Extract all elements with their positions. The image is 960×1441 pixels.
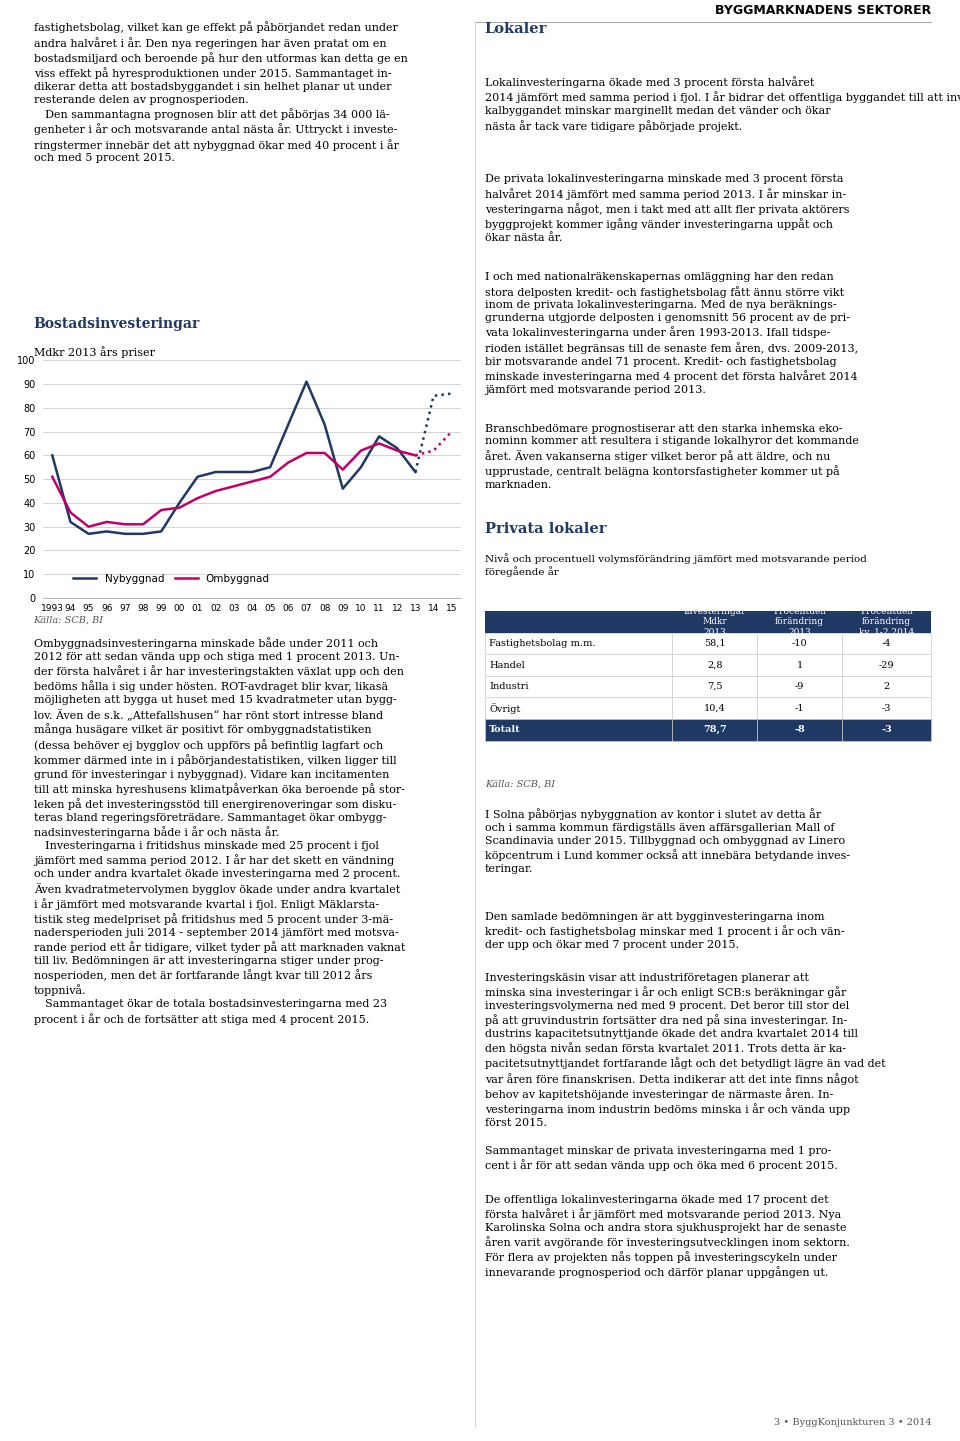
Text: Mdkr 2013 års priser: Mdkr 2013 års priser [34,346,155,357]
Text: Ombyggnadsinvesteringarna minskade både under 2011 och
2012 för att sedan vända : Ombyggnadsinvesteringarna minskade både … [34,637,405,1025]
Text: -3: -3 [881,725,892,735]
FancyBboxPatch shape [485,676,672,697]
Text: -10: -10 [792,638,807,648]
Text: De offentliga lokalinvesteringarna ökade med 17 procent det
första halvåret i år: De offentliga lokalinvesteringarna ökade… [485,1195,850,1278]
FancyBboxPatch shape [672,676,757,697]
FancyBboxPatch shape [672,633,757,654]
FancyBboxPatch shape [757,697,842,719]
Text: Källa: SCB, BI: Källa: SCB, BI [34,615,104,624]
FancyBboxPatch shape [842,654,931,676]
FancyBboxPatch shape [757,633,842,654]
FancyBboxPatch shape [485,697,672,719]
FancyBboxPatch shape [672,697,757,719]
Text: I och med nationalräkenskapernas omläggning har den redan
stora delposten kredit: I och med nationalräkenskapernas omläggn… [485,272,858,395]
FancyBboxPatch shape [485,719,672,741]
FancyBboxPatch shape [757,611,842,633]
Text: -3: -3 [882,703,891,713]
Text: Investeringar
Mdkr
2013: Investeringar Mdkr 2013 [684,607,746,637]
FancyBboxPatch shape [485,633,672,654]
Text: Nivå och procentuell volymsförändring jämfört med motsvarande period
föregående : Nivå och procentuell volymsförändring jä… [485,553,867,576]
Text: Procentuell
förändring
kv. 1-2 2014: Procentuell förändring kv. 1-2 2014 [859,607,914,637]
Text: BYGGMARKNADENS SEKTORER: BYGGMARKNADENS SEKTORER [715,4,931,17]
FancyBboxPatch shape [672,611,757,633]
FancyBboxPatch shape [757,676,842,697]
Text: Bostadsinvesteringar: Bostadsinvesteringar [34,317,200,331]
Text: 2: 2 [883,682,890,692]
FancyBboxPatch shape [757,719,842,741]
Text: Privata lokaler: Privata lokaler [485,522,607,536]
FancyBboxPatch shape [842,611,931,633]
Text: Källa: SCB, BI: Källa: SCB, BI [485,780,555,788]
Text: Den samlade bedömningen är att bygginvesteringarna inom
kredit- och fastighetsbo: Den samlade bedömningen är att bygginves… [485,912,845,950]
FancyBboxPatch shape [672,719,757,741]
FancyBboxPatch shape [842,697,931,719]
Text: fastighetsbolag, vilket kan ge effekt på påbörjandet redan under
andra halvåret : fastighetsbolag, vilket kan ge effekt på… [34,22,407,163]
Text: Procentuell
förändring
2013: Procentuell förändring 2013 [773,607,826,637]
Text: -8: -8 [794,725,804,735]
Text: Branschbedömare prognostiserar att den starka inhemska eko-
nominn kommer att re: Branschbedömare prognostiserar att den s… [485,424,858,490]
Text: Lokalinvesteringarna ökade med 3 procent första halvåret
2014 jämfört med samma : Lokalinvesteringarna ökade med 3 procent… [485,76,960,131]
Text: 2,8: 2,8 [707,660,723,670]
Text: Fastighetsbolag m.m.: Fastighetsbolag m.m. [490,638,596,648]
Text: 58,1: 58,1 [704,638,726,648]
Legend: Nybyggnad, Ombyggnad: Nybyggnad, Ombyggnad [69,569,274,588]
Text: 78,7: 78,7 [703,725,727,735]
Text: Lokaler: Lokaler [485,22,547,36]
FancyBboxPatch shape [842,633,931,654]
FancyBboxPatch shape [842,719,931,741]
FancyBboxPatch shape [757,654,842,676]
Text: Industri: Industri [490,682,529,692]
Text: -4: -4 [882,638,891,648]
FancyBboxPatch shape [485,611,672,633]
Text: 10,4: 10,4 [704,703,726,713]
FancyBboxPatch shape [842,676,931,697]
FancyBboxPatch shape [485,654,672,676]
Text: 1: 1 [797,660,803,670]
Text: -29: -29 [878,660,895,670]
Text: Sammantaget minskar de privata investeringarna med 1 pro-
cent i år för att seda: Sammantaget minskar de privata investeri… [485,1146,837,1172]
Text: I Solna påbörjas nybyggnation av kontor i slutet av detta år
och i samma kommun : I Solna påbörjas nybyggnation av kontor … [485,808,850,873]
Text: Övrigt: Övrigt [490,703,520,713]
Text: -1: -1 [795,703,804,713]
Text: -9: -9 [795,682,804,692]
Text: Totalt: Totalt [490,725,521,735]
Text: Investeringskäsin visar att industriföretagen planerar att
minska sina investeri: Investeringskäsin visar att industriföre… [485,973,885,1128]
FancyBboxPatch shape [672,654,757,676]
Text: 3 • ByggKonjunkturen 3 • 2014: 3 • ByggKonjunkturen 3 • 2014 [774,1418,931,1427]
Text: Handel: Handel [490,660,525,670]
Text: De privata lokalinvesteringarna minskade med 3 procent första
halvåret 2014 jämf: De privata lokalinvesteringarna minskade… [485,174,850,244]
Text: 7,5: 7,5 [707,682,723,692]
